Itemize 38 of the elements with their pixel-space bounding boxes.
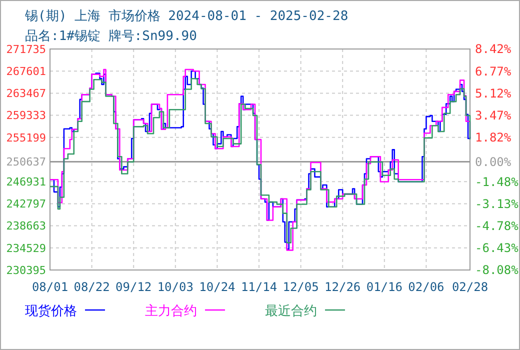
y2-tick-label: 3.47% (475, 108, 512, 122)
y2-tick-label: -1.48% (475, 174, 520, 189)
y2-tick-label: -3.13% (475, 196, 520, 211)
y2-tick-label: 1.82% (475, 130, 512, 145)
x-tick-label: 10/03 (157, 280, 194, 294)
x-tick-label: 02/06 (408, 280, 444, 294)
chart-title: 锡(期) 上海 市场价格 2024-08-01 - 2025-02-28 (24, 9, 348, 24)
x-tick-label: 08/22 (74, 280, 110, 294)
y-tick-label: 238663 (6, 220, 46, 233)
y-tick-label: 250637 (6, 156, 46, 169)
y-tick-label: 263467 (6, 87, 46, 100)
y2-tick-label: 5.12% (475, 86, 512, 100)
y-tick-label: 267601 (6, 64, 46, 78)
legend-label: 主力合约 (145, 303, 197, 318)
y2-tick-label: -4.78% (475, 219, 520, 233)
legend-label: 现货价格 (25, 303, 77, 318)
y-tick-label: 234529 (6, 242, 46, 255)
y2-tick-label: -8.08% (475, 263, 520, 278)
y2-tick-label: 0.00% (475, 154, 512, 169)
x-tick-label: 02/28 (452, 280, 488, 294)
y-tick-label: 230395 (6, 264, 46, 277)
x-tick-label: 08/01 (32, 280, 68, 294)
y-tick-label: 255199 (6, 131, 46, 144)
chart-subtitle: 品名:1#锡锭 牌号:Sn99.90 (25, 29, 197, 44)
y2-tick-label: 6.77% (475, 64, 512, 78)
x-tick-label: 01/16 (366, 280, 402, 294)
y2-tick-label: -6.43% (475, 241, 520, 256)
y-tick-label: 246931 (6, 175, 46, 188)
y-tick-label: 271735 (6, 42, 46, 56)
x-tick-label: 12/05 (282, 280, 319, 294)
y-tick-label: 242797 (6, 198, 46, 211)
x-tick-label: 12/26 (324, 280, 361, 294)
y2-tick-label: 8.42% (475, 42, 512, 56)
x-tick-label: 10/24 (199, 280, 236, 294)
legend-label: 最近合约 (265, 303, 317, 318)
x-tick-label: 09/12 (116, 280, 152, 294)
y-tick-label: 259333 (6, 109, 46, 122)
x-tick-label: 11/14 (240, 280, 278, 294)
